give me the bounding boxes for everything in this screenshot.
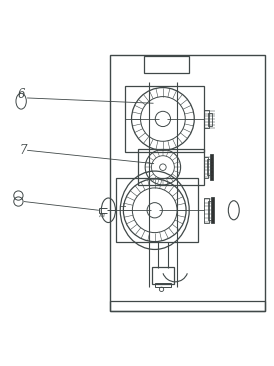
Text: +: + xyxy=(119,202,126,211)
Bar xyxy=(207,159,210,175)
Bar xyxy=(209,201,212,220)
Bar xyxy=(204,157,208,178)
Bar xyxy=(209,113,212,126)
Bar xyxy=(155,283,170,287)
Bar xyxy=(110,301,265,311)
Bar xyxy=(116,178,198,242)
Bar xyxy=(144,56,189,72)
Bar xyxy=(204,110,209,128)
Bar xyxy=(152,267,173,284)
Bar xyxy=(110,55,265,311)
Bar xyxy=(210,154,213,180)
Bar xyxy=(125,86,204,152)
Text: 7: 7 xyxy=(19,144,27,157)
Bar xyxy=(204,198,209,223)
Bar xyxy=(212,197,214,223)
Text: 6: 6 xyxy=(17,88,25,101)
Bar xyxy=(138,149,204,185)
